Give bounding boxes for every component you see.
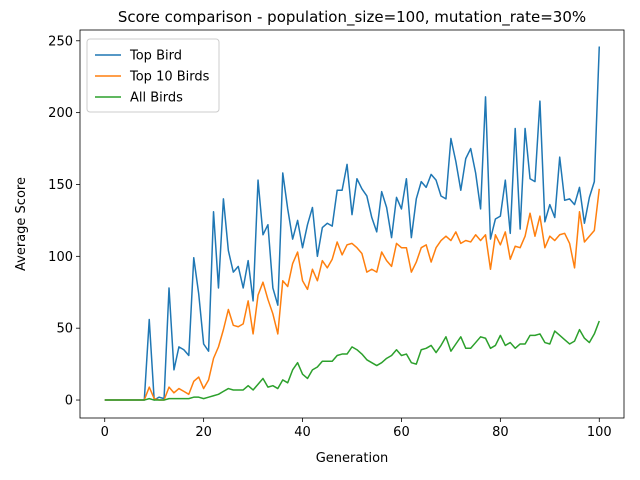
legend-label: Top Bird (129, 49, 182, 64)
y-tick-label: 0 (65, 394, 73, 409)
x-tick-label: 100 (587, 425, 612, 440)
legend-label: All Birds (130, 91, 183, 106)
chart-title: Score comparison - population_size=100, … (118, 8, 586, 27)
y-tick-label: 100 (48, 250, 73, 265)
axes-frame (79, 29, 625, 419)
legend-label: Top 10 Birds (129, 70, 210, 85)
y-tick-label: 50 (56, 322, 73, 337)
x-tick-label: 20 (195, 425, 212, 440)
x-axis-label: Generation (316, 451, 389, 466)
y-tick-label: 200 (48, 106, 73, 121)
series-line-top-10-birds (104, 188, 601, 401)
x-tick-label: 80 (492, 425, 509, 440)
y-tick-label: 150 (48, 178, 73, 193)
series-line-all-birds (104, 320, 600, 401)
plot-area: 0 20 40 60 80 100 0 50 100 150 200 250 (48, 29, 625, 440)
x-tick-label: 40 (294, 425, 311, 440)
x-tick-label: 0 (101, 425, 109, 440)
y-tick-label: 250 (48, 34, 73, 49)
legend-box (86, 38, 220, 113)
y-axis-label: Average Score (14, 177, 29, 271)
series-line-top-bird (104, 46, 601, 401)
legend: Top Bird Top 10 Birds All Birds (86, 38, 220, 113)
x-tick-label: 60 (393, 425, 410, 440)
